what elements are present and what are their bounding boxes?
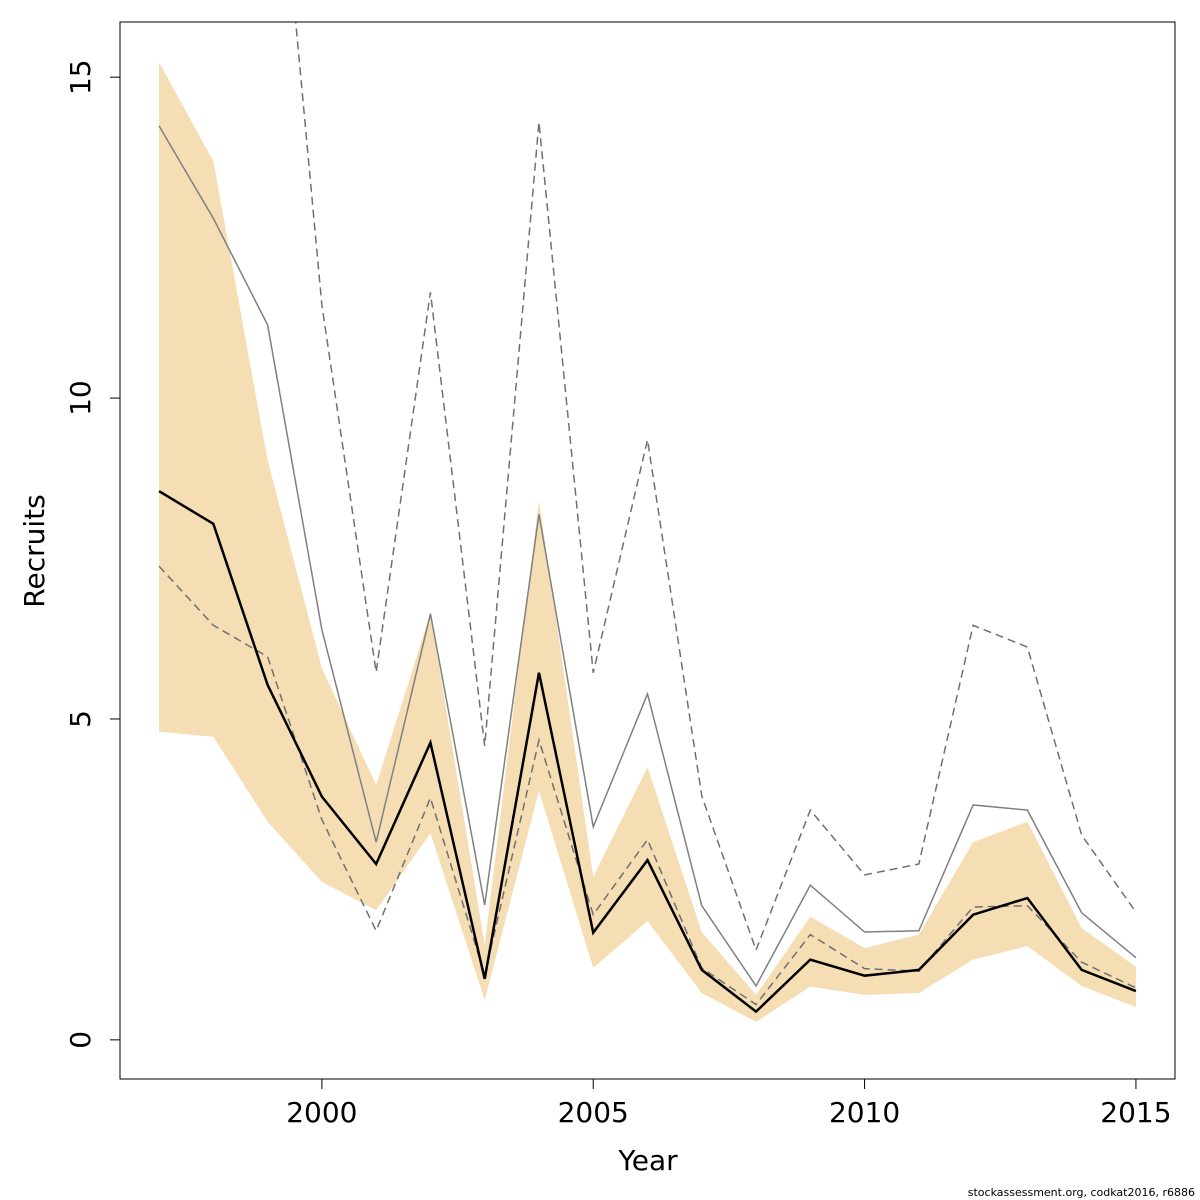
y-tick-label: 5 xyxy=(64,710,97,728)
series-line xyxy=(294,22,1137,953)
y-tick-label: 10 xyxy=(64,380,97,416)
plot-area xyxy=(158,22,1137,1022)
x-tick-label: 2010 xyxy=(829,1096,900,1129)
x-tick-label: 2015 xyxy=(1100,1096,1171,1129)
plot-frame xyxy=(119,21,1176,1080)
footnote: stockassessment.org, codkat2016, r6886 xyxy=(968,1186,1195,1199)
x-tick-label: 2005 xyxy=(558,1096,629,1129)
x-tick-label: 2000 xyxy=(286,1096,357,1129)
series-line xyxy=(158,125,1137,988)
confidence-band xyxy=(159,62,1136,1022)
y-tick-label: 0 xyxy=(64,1031,97,1049)
x-axis-label: Year xyxy=(617,1144,678,1177)
y-axis-label: Recruits xyxy=(18,494,51,607)
y-tick-label: 15 xyxy=(64,59,97,95)
series-line xyxy=(158,490,1137,1014)
series-line xyxy=(158,565,1137,1006)
